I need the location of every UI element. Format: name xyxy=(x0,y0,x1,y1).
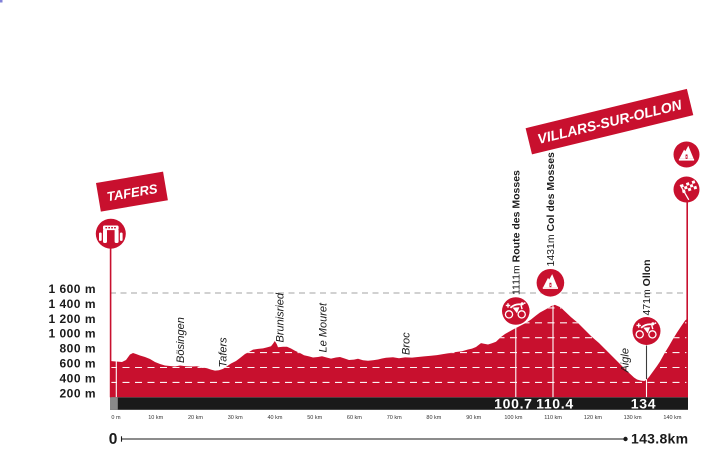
svg-text:90 km: 90 km xyxy=(466,415,481,421)
svg-text:30 km: 30 km xyxy=(228,415,243,421)
svg-text:200 m: 200 m xyxy=(59,386,96,400)
svg-text:40 km: 40 km xyxy=(268,415,283,421)
svg-text:471m Ollon: 471m Ollon xyxy=(641,259,653,315)
svg-text:120 km: 120 km xyxy=(584,415,602,421)
svg-text:1 200 m: 1 200 m xyxy=(48,312,96,326)
svg-text:110.4: 110.4 xyxy=(536,396,574,412)
svg-text:Le Mouret: Le Mouret xyxy=(318,302,330,352)
svg-text:600 m: 600 m xyxy=(59,357,96,371)
svg-text:50 km: 50 km xyxy=(307,415,322,421)
svg-text:400 m: 400 m xyxy=(59,371,96,385)
svg-text:70 km: 70 km xyxy=(387,415,402,421)
svg-text:60 km: 60 km xyxy=(347,415,362,421)
svg-text:Brunisried: Brunisried xyxy=(275,292,287,342)
svg-text:1431m Col des Mosses: 1431m Col des Mosses xyxy=(545,152,557,267)
svg-text:130 km: 130 km xyxy=(624,415,642,421)
svg-text:1 600 m: 1 600 m xyxy=(48,282,96,296)
svg-text:Tafers: Tafers xyxy=(218,337,230,368)
svg-text:100.7: 100.7 xyxy=(494,396,533,412)
svg-text:800 m: 800 m xyxy=(59,342,96,356)
svg-text:Bösingen: Bösingen xyxy=(175,317,187,363)
svg-text:0: 0 xyxy=(109,431,118,448)
svg-text:80 km: 80 km xyxy=(426,415,441,421)
svg-text:10 km: 10 km xyxy=(148,415,163,421)
svg-text:143.8km: 143.8km xyxy=(631,431,688,447)
svg-text:140 km: 140 km xyxy=(663,415,681,421)
svg-text:0 m: 0 m xyxy=(111,415,121,421)
svg-text:100 km: 100 km xyxy=(504,415,522,421)
svg-text:1 400 m: 1 400 m xyxy=(48,297,96,311)
svg-text:Aigle: Aigle xyxy=(620,348,632,373)
svg-text:20 km: 20 km xyxy=(188,415,203,421)
svg-text:1111m Route des Mosses: 1111m Route des Mosses xyxy=(511,170,523,295)
svg-text:110 km: 110 km xyxy=(544,415,562,421)
svg-text:134: 134 xyxy=(631,396,656,412)
svg-text:Broc: Broc xyxy=(401,332,413,355)
svg-text:1 000 m: 1 000 m xyxy=(48,327,96,341)
